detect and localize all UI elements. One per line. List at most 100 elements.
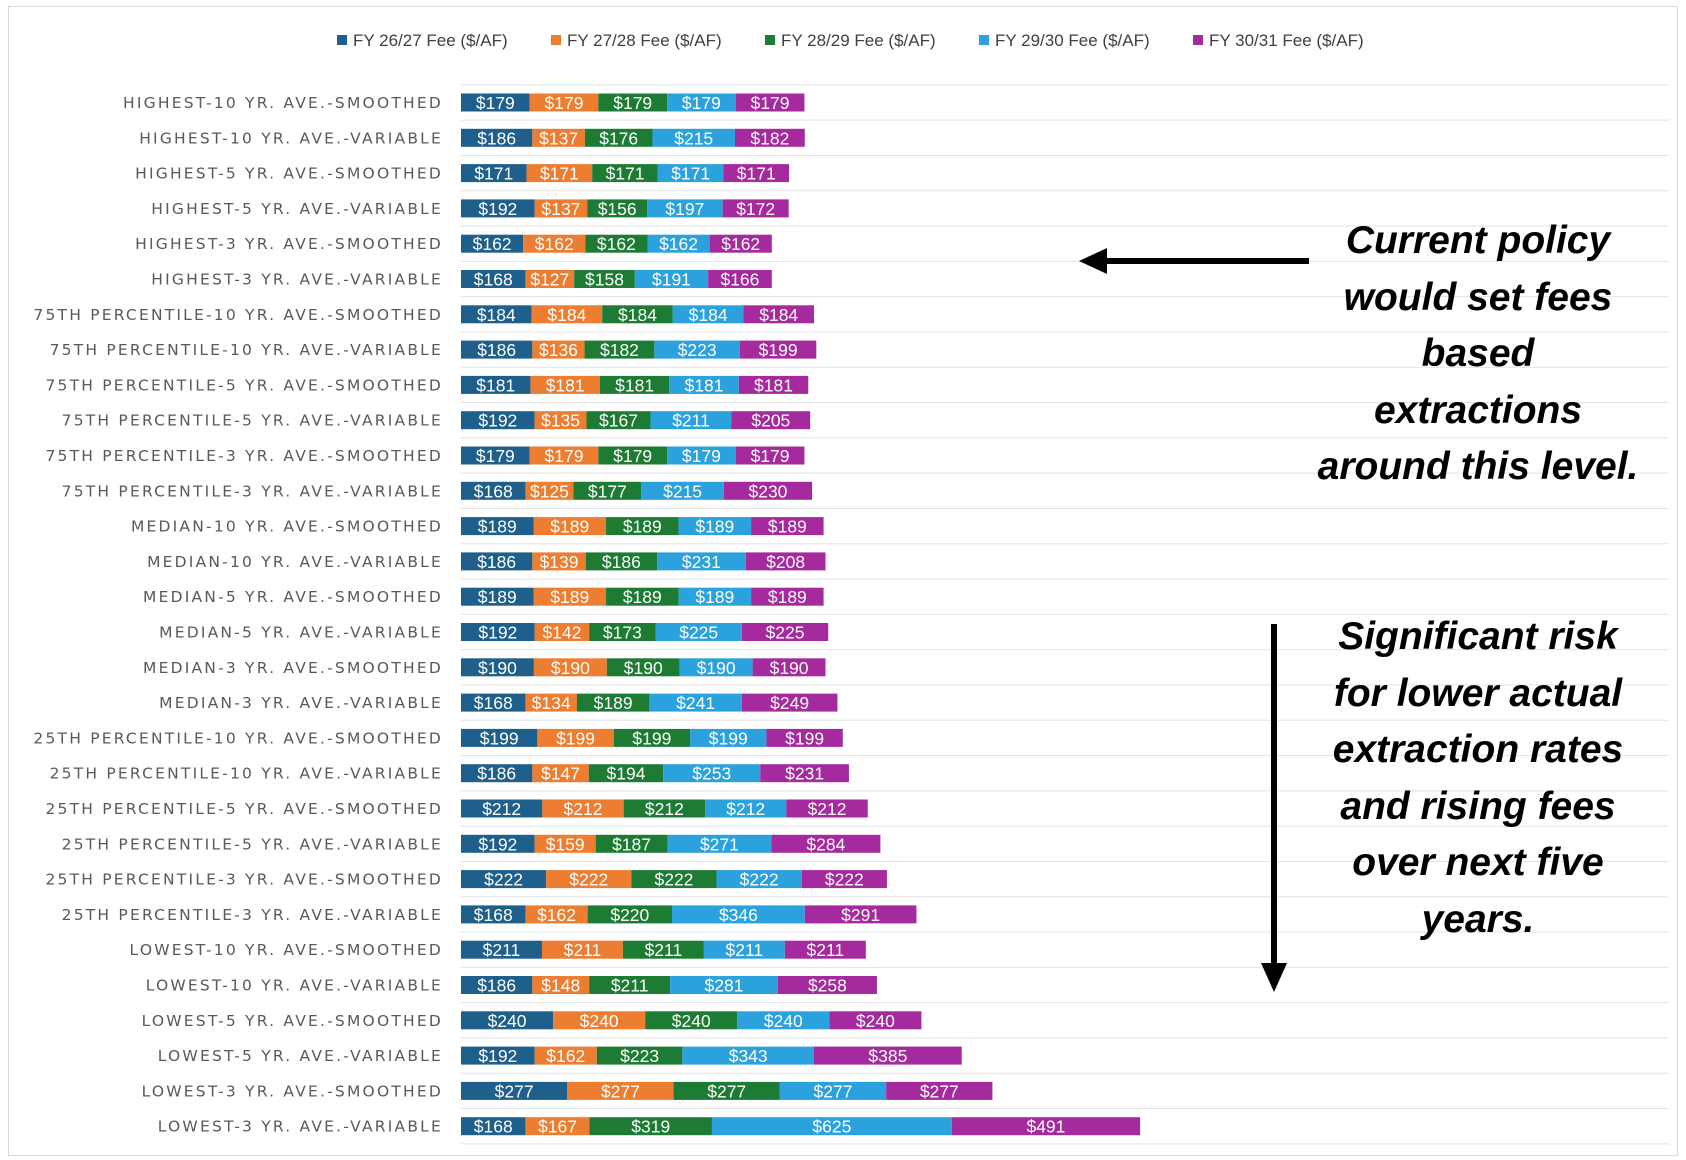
bar-segment — [596, 1046, 683, 1065]
bar-segment — [587, 199, 648, 218]
bar-segment — [647, 234, 710, 253]
bar-value-label: $291 — [841, 905, 880, 925]
bars: $179 $179 $179 $179 $179 $186 $137 $176 $215 $182… — [461, 93, 1141, 1137]
bar-segment — [461, 270, 526, 288]
bar-segment — [777, 976, 877, 994]
category-label: HIGHEST-5 YR. AVE.-VARIABLE — [151, 200, 443, 218]
bar-value-label: $240 — [764, 1011, 803, 1031]
bar-value-label: $159 — [546, 834, 585, 854]
bar-segment — [461, 976, 533, 994]
bar-value-label: $212 — [808, 799, 847, 819]
bar-value-label: $190 — [770, 658, 809, 678]
bar-segment — [741, 623, 829, 641]
bar-segment — [669, 375, 739, 394]
legend: FY 26/27 Fee ($/AF) FY 27/28 Fee ($/AF) FY… — [337, 31, 1364, 50]
bar-value-label: $176 — [599, 128, 638, 148]
bar-segment — [461, 517, 534, 536]
bar-segment — [602, 305, 673, 324]
bar-segment — [672, 905, 805, 924]
category-label: 25TH PERCENTILE-10 YR. AVE.-VARIABLE — [50, 765, 443, 783]
bar-segment — [678, 587, 752, 606]
bar-segment — [667, 834, 772, 853]
bar-segment — [532, 976, 590, 994]
category-label: HIGHEST-3 YR. AVE.-VARIABLE — [151, 271, 443, 289]
bar-segment — [804, 905, 917, 924]
bar-segment — [461, 764, 533, 783]
category-label: MEDIAN-5 YR. AVE.-VARIABLE — [159, 624, 443, 642]
bar-value-label: $162 — [597, 234, 636, 254]
category-label: MEDIAN-5 YR. AVE.-SMOOTHED — [143, 588, 443, 606]
bar-segment — [631, 870, 717, 889]
bar-value-label: $197 — [665, 199, 704, 219]
bar-value-label: $137 — [541, 199, 580, 219]
legend-swatch — [337, 35, 347, 45]
bar-value-label: $208 — [766, 552, 805, 572]
bar-value-label: $258 — [808, 976, 847, 996]
bar-segment — [592, 164, 658, 183]
bar-segment — [585, 234, 648, 253]
bar-value-label: $179 — [613, 93, 652, 113]
bar-value-label: $189 — [695, 517, 734, 537]
category-label: 25TH PERCENTILE-5 YR. AVE.-VARIABLE — [62, 835, 443, 853]
bar-value-label: $240 — [580, 1011, 619, 1031]
bar-value-label: $199 — [785, 728, 824, 748]
bar-segment — [766, 728, 843, 747]
bar-segment — [461, 375, 531, 394]
bar-segment — [461, 234, 524, 253]
bar-segment — [670, 976, 778, 994]
bar-value-label: $211 — [645, 940, 683, 960]
bar-value-label: $253 — [692, 764, 731, 784]
bar-value-label: $223 — [678, 340, 717, 360]
category-label: 75TH PERCENTILE-5 YR. AVE.-SMOOTHED — [45, 376, 443, 394]
bar-value-label: $187 — [612, 834, 651, 854]
bar-value-label: $199 — [632, 728, 671, 748]
bar-value-label: $186 — [477, 340, 516, 360]
bar-value-label: $168 — [474, 481, 513, 501]
bar-value-label: $179 — [613, 446, 652, 466]
category-label: MEDIAN-10 YR. AVE.-VARIABLE — [147, 553, 443, 571]
bar-segment — [682, 1046, 815, 1065]
bar-segment — [461, 199, 535, 218]
bar-segment — [647, 199, 723, 218]
bar-segment — [735, 446, 805, 465]
bar-value-label: $222 — [484, 870, 523, 890]
bar-value-label: $184 — [759, 305, 798, 325]
bar-value-label: $168 — [474, 693, 513, 713]
bar-segment — [606, 658, 680, 677]
bar-value-label: $186 — [477, 764, 516, 784]
bar-segment — [576, 693, 650, 712]
bar-value-label: $230 — [748, 481, 787, 501]
bar-value-label: $179 — [476, 93, 515, 113]
bar-segment — [461, 93, 530, 112]
bar-value-label: $162 — [546, 1046, 585, 1066]
bar-value-label: $241 — [676, 693, 715, 713]
gridlines — [461, 84, 1669, 1145]
bar-segment — [771, 834, 881, 853]
bar-segment — [708, 270, 772, 288]
bar-segment — [951, 1117, 1141, 1136]
bar-segment — [461, 658, 534, 677]
bar-value-label: $249 — [770, 693, 809, 713]
category-label: LOWEST-3 YR. AVE.-SMOOTHED — [142, 1082, 443, 1100]
bar-value-label: $212 — [564, 799, 603, 819]
bar-value-label: $181 — [615, 375, 654, 395]
bar-segment — [589, 1117, 712, 1136]
category-label: 25TH PERCENTILE-3 YR. AVE.-SMOOTHED — [45, 871, 443, 889]
bar-value-label: $181 — [754, 375, 793, 395]
risk-arrowhead — [1261, 963, 1287, 992]
bar-segment — [530, 375, 600, 394]
bar-segment — [534, 411, 587, 430]
category-label: 25TH PERCENTILE-3 YR. AVE.-VARIABLE — [62, 906, 443, 924]
bar-value-label: $179 — [545, 446, 584, 466]
category-label: LOWEST-10 YR. AVE.-SMOOTHED — [130, 941, 443, 959]
bar-segment — [731, 411, 811, 430]
legend-swatch — [551, 35, 561, 45]
bar-value-label: $222 — [569, 870, 608, 890]
bar-segment — [723, 481, 813, 500]
stacked-bar-chart: FY 26/27 Fee ($/AF) FY 27/28 Fee ($/AF) FY… — [33, 31, 1669, 1145]
bar-value-label: $240 — [488, 1011, 527, 1031]
bar-value-label: $189 — [594, 693, 633, 713]
bar-segment — [461, 1081, 568, 1100]
bar-segment — [886, 1081, 993, 1100]
bar-segment — [595, 834, 668, 853]
